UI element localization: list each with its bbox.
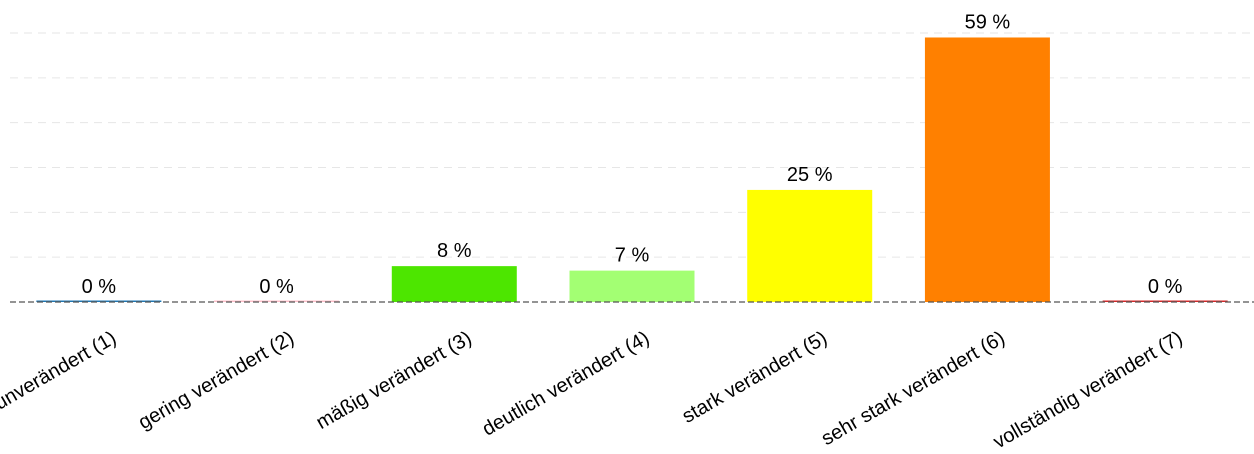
bar: [1102, 300, 1228, 302]
data-labels: 0 % 0 % 8 % 7 % 25 % 59 % 0 %: [82, 11, 1183, 298]
bar: [569, 270, 695, 302]
bar: [36, 300, 162, 302]
x-tick-label: gering verändert (2): [135, 327, 298, 434]
x-tick-label: deutlich verändert (4): [479, 327, 654, 441]
bar: [924, 37, 1050, 302]
data-label: 0 %: [1148, 276, 1183, 298]
x-tick-label: vollständig verändert (7): [990, 327, 1187, 453]
data-label: 8 %: [437, 240, 472, 262]
x-tick-label: unverändert (1): [0, 327, 120, 414]
bar: [747, 189, 873, 302]
data-label: 25 %: [787, 164, 833, 186]
bar: [391, 266, 517, 302]
data-label: 59 %: [965, 11, 1011, 33]
x-tick-label: mäßig verändert (3): [312, 327, 475, 434]
bars: [36, 37, 1228, 302]
data-label: 7 %: [615, 245, 650, 267]
x-tick-label: stark verändert (5): [679, 327, 832, 428]
data-label: 0 %: [259, 276, 294, 298]
bar: [214, 300, 340, 302]
x-tick-labels: unverändert (1) gering verändert (2) mäßig…: [0, 327, 1186, 453]
x-tick-label: sehr stark verändert (6): [818, 327, 1009, 450]
grid-lines: [10, 32, 1254, 258]
data-label: 0 %: [82, 276, 117, 298]
